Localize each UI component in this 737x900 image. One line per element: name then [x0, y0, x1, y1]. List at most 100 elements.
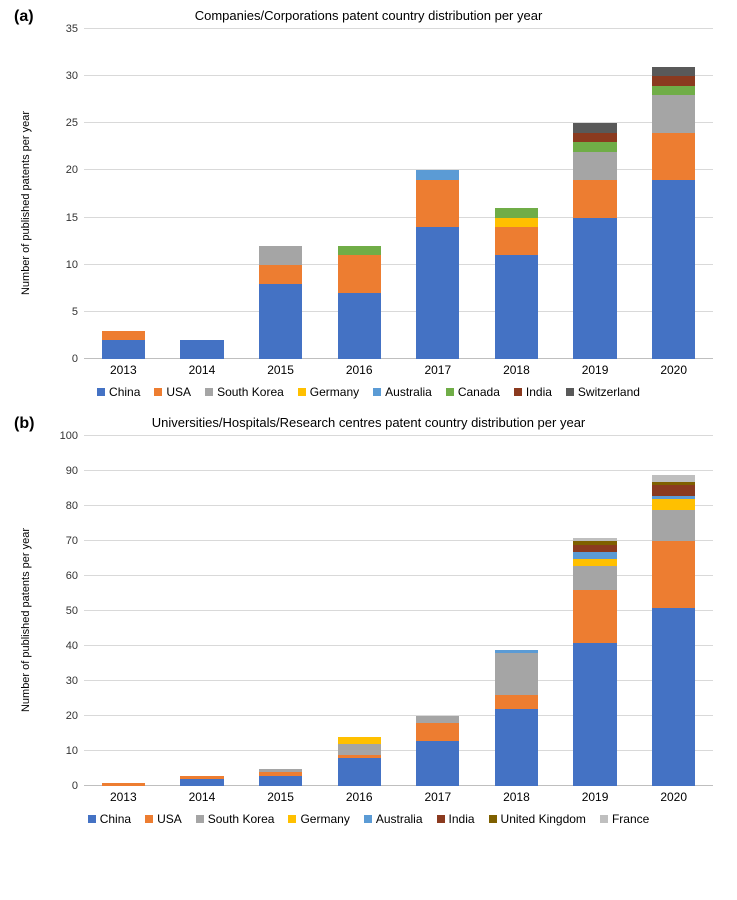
legend-label: South Korea — [208, 812, 275, 826]
xtick-label: 2017 — [399, 790, 478, 804]
legend-label: South Korea — [217, 385, 284, 399]
legend-b: ChinaUSASouth KoreaGermanyAustraliaIndia… — [14, 812, 723, 826]
legend-swatch — [437, 815, 445, 823]
seg-china — [338, 293, 381, 359]
legend-swatch — [145, 815, 153, 823]
legend-item-united-kingdom: United Kingdom — [489, 812, 586, 826]
xtick-label: 2015 — [241, 790, 320, 804]
xtick-label: 2014 — [163, 790, 242, 804]
columns — [84, 29, 713, 359]
xtick-label: 2014 — [163, 363, 242, 377]
bar-2018 — [495, 436, 538, 786]
legend-swatch — [514, 388, 522, 396]
xtick-label: 2013 — [84, 790, 163, 804]
bar-2018 — [495, 29, 538, 359]
panel-label-b: (b) — [14, 415, 34, 433]
xtick-label: 2018 — [477, 363, 556, 377]
seg-canada — [573, 142, 616, 151]
xtick-label: 2019 — [556, 363, 635, 377]
legend-swatch — [446, 388, 454, 396]
legend-swatch — [88, 815, 96, 823]
legend-label: India — [449, 812, 475, 826]
ytick-label: 15 — [66, 212, 84, 224]
legend-label: Australia — [376, 812, 423, 826]
plot-a: 05101520253035 — [84, 29, 713, 359]
seg-usa — [416, 180, 459, 227]
seg-usa — [338, 255, 381, 293]
seg-usa — [573, 180, 616, 218]
legend-item-germany: Germany — [298, 385, 359, 399]
seg-australia — [573, 552, 616, 559]
legend-swatch — [600, 815, 608, 823]
seg-china — [416, 741, 459, 787]
seg-usa — [102, 783, 145, 787]
ytick-label: 5 — [72, 306, 84, 318]
ytick-label: 20 — [66, 710, 84, 722]
bar-2020 — [652, 436, 695, 786]
seg-china — [259, 284, 302, 359]
seg-china — [416, 227, 459, 359]
seg-canada — [652, 86, 695, 95]
ytick-label: 25 — [66, 117, 84, 129]
panel-a: (a) Companies/Corporations patent countr… — [14, 8, 723, 399]
legend-swatch — [489, 815, 497, 823]
ytick-label: 0 — [72, 780, 84, 792]
legend-swatch — [196, 815, 204, 823]
legend-swatch — [364, 815, 372, 823]
seg-germany — [573, 559, 616, 566]
chart-area-a: Number of published patents per year 051… — [84, 29, 713, 377]
seg-usa — [652, 133, 695, 180]
seg-south-korea — [573, 152, 616, 180]
bar-2016 — [338, 29, 381, 359]
legend-label: USA — [166, 385, 191, 399]
columns — [84, 436, 713, 786]
chart-area-b: Number of published patents per year 010… — [84, 436, 713, 804]
seg-china — [652, 180, 695, 359]
bar-2013 — [102, 29, 145, 359]
legend-item-usa: USA — [154, 385, 191, 399]
bar-2014 — [180, 436, 223, 786]
legend-swatch — [566, 388, 574, 396]
ytick-label: 60 — [66, 570, 84, 582]
ytick-label: 30 — [66, 70, 84, 82]
legend-item-france: France — [600, 812, 649, 826]
legend-item-switzerland: Switzerland — [566, 385, 640, 399]
legend-item-usa: USA — [145, 812, 182, 826]
ytick-label: 30 — [66, 675, 84, 687]
seg-south-korea — [652, 95, 695, 133]
seg-germany — [495, 218, 538, 227]
legend-item-india: India — [514, 385, 552, 399]
seg-china — [573, 643, 616, 787]
ytick-label: 80 — [66, 500, 84, 512]
ytick-label: 20 — [66, 164, 84, 176]
legend-item-australia: Australia — [373, 385, 432, 399]
seg-south-korea — [416, 716, 459, 723]
seg-china — [573, 218, 616, 359]
xtick-label: 2015 — [241, 363, 320, 377]
seg-china — [180, 340, 223, 359]
seg-china — [652, 608, 695, 787]
seg-usa — [652, 541, 695, 608]
bar-2014 — [180, 29, 223, 359]
seg-canada — [338, 246, 381, 255]
seg-india — [573, 545, 616, 552]
bar-2013 — [102, 436, 145, 786]
seg-usa — [495, 227, 538, 255]
seg-china — [180, 779, 223, 786]
legend-label: Canada — [458, 385, 500, 399]
seg-south-korea — [338, 744, 381, 755]
bar-2017 — [416, 29, 459, 359]
legend-item-india: India — [437, 812, 475, 826]
page: (a) Companies/Corporations patent countr… — [0, 0, 737, 900]
seg-usa — [573, 590, 616, 643]
legend-swatch — [298, 388, 306, 396]
seg-usa — [416, 723, 459, 741]
legend-item-south-korea: South Korea — [205, 385, 284, 399]
seg-india — [652, 76, 695, 85]
seg-india — [652, 485, 695, 496]
seg-france — [652, 475, 695, 482]
legend-swatch — [205, 388, 213, 396]
seg-india — [573, 133, 616, 142]
legend-item-germany: Germany — [288, 812, 349, 826]
xtick-label: 2019 — [556, 790, 635, 804]
